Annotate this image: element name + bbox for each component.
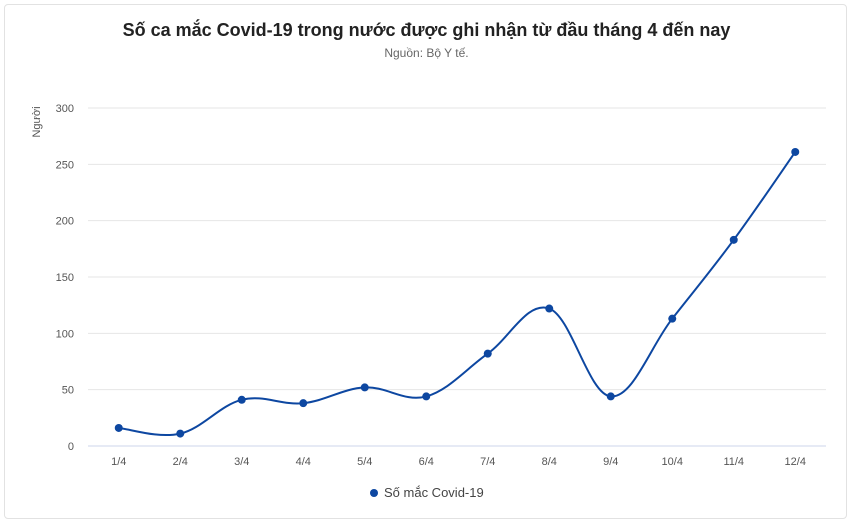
y-tick-label: 50 xyxy=(62,385,74,397)
x-tick-label: 7/4 xyxy=(480,456,495,468)
x-tick-label: 12/4 xyxy=(785,456,806,468)
chart-subtitle: Nguồn: Bộ Y tế. xyxy=(384,46,469,60)
data-point[interactable] xyxy=(729,235,738,244)
data-point[interactable] xyxy=(237,395,246,404)
data-point[interactable] xyxy=(299,399,308,408)
data-point[interactable] xyxy=(114,423,123,432)
chart-frame xyxy=(4,4,847,519)
legend-marker-icon xyxy=(370,488,378,497)
x-tick-label: 3/4 xyxy=(234,456,249,468)
x-tick-label: 11/4 xyxy=(723,456,744,468)
x-tick-label: 8/4 xyxy=(542,456,557,468)
data-point[interactable] xyxy=(483,349,492,358)
chart-title: Số ca mắc Covid-19 trong nước được ghi n… xyxy=(122,20,731,40)
data-point[interactable] xyxy=(176,429,185,438)
y-tick-label: 0 xyxy=(68,441,74,453)
data-point[interactable] xyxy=(606,392,615,401)
x-tick-label: 6/4 xyxy=(419,456,434,468)
x-tick-label: 9/4 xyxy=(603,456,618,468)
y-tick-label: 300 xyxy=(56,103,74,115)
x-tick-label: 5/4 xyxy=(357,456,372,468)
data-point[interactable] xyxy=(545,304,554,313)
x-tick-label: 2/4 xyxy=(173,456,188,468)
y-tick-label: 150 xyxy=(56,272,74,284)
data-point[interactable] xyxy=(422,392,431,401)
legend-item[interactable]: Số mắc Covid-19 xyxy=(370,485,484,500)
data-point[interactable] xyxy=(668,314,677,323)
data-point[interactable] xyxy=(360,383,369,392)
series-line xyxy=(118,151,797,437)
y-tick-label: 100 xyxy=(56,328,74,340)
x-tick-label: 10/4 xyxy=(662,456,683,468)
y-tick-label: 250 xyxy=(56,159,74,171)
y-tick-label: 200 xyxy=(56,216,74,228)
x-tick-label: 1/4 xyxy=(111,456,126,468)
data-point[interactable] xyxy=(791,147,800,156)
legend-label: Số mắc Covid-19 xyxy=(384,485,484,500)
y-axis-title: Người xyxy=(31,106,43,137)
x-tick-label: 4/4 xyxy=(296,456,311,468)
